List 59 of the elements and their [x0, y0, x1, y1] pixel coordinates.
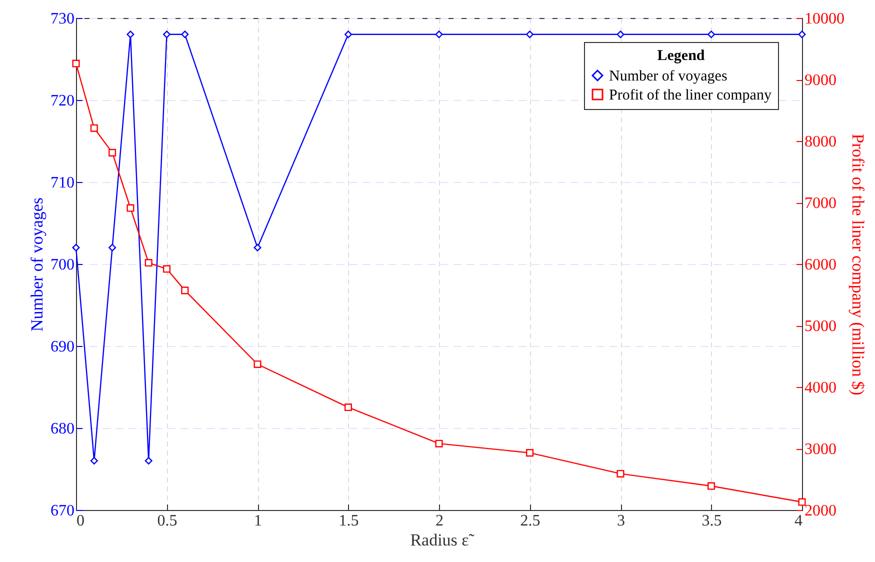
point — [162, 265, 171, 273]
y2-tick-label: 5000 — [804, 318, 836, 335]
y-tick-label: 670 — [50, 502, 74, 520]
x-axis-title: Radius ε̃ — [410, 530, 475, 550]
y2-tick-label: 3000 — [804, 441, 836, 458]
y-axis-title: Number of voyages — [28, 197, 46, 332]
y2-tick-label: 2000 — [804, 502, 836, 520]
point — [707, 30, 716, 38]
y-tick-label: 680 — [50, 420, 74, 438]
point — [108, 148, 116, 156]
point — [254, 360, 262, 368]
legend-label: Profit of the liner company — [609, 88, 772, 104]
legend-label: Number of voyages — [609, 68, 728, 84]
y2-tick-label: 8000 — [804, 134, 836, 150]
x-tick-label: 2 — [436, 512, 444, 530]
point — [90, 124, 98, 132]
legend-title: Legend — [657, 48, 706, 64]
x-tick-label: 4 — [794, 512, 802, 530]
y-tick-label: 700 — [50, 256, 74, 274]
point — [616, 30, 624, 38]
point — [254, 244, 262, 252]
point — [90, 457, 98, 465]
x-tick-label: 1 — [254, 512, 262, 530]
point — [181, 286, 189, 294]
point — [526, 30, 534, 38]
point — [72, 244, 80, 252]
point — [344, 404, 352, 412]
y2-axis-title: Profit of the liner company (million $) — [848, 134, 868, 396]
point — [108, 244, 116, 252]
point — [435, 30, 443, 38]
point — [798, 30, 806, 38]
point — [144, 457, 152, 465]
x-tick-label: 0 — [76, 512, 84, 530]
point — [181, 30, 189, 38]
x-tick-label: 1.5 — [338, 512, 359, 530]
x-tick-label: 2.5 — [520, 512, 540, 530]
point — [435, 440, 443, 448]
y-tick-label: 720 — [50, 92, 74, 110]
y-tick-label: 730 — [50, 10, 74, 28]
y2-tick-label: 10000 — [804, 10, 844, 28]
y2-tick-label: 9000 — [804, 72, 836, 89]
y-tick-label: 690 — [50, 338, 74, 356]
y-tick-label: 710 — [50, 174, 74, 192]
y2-tick-label: 6000 — [804, 256, 836, 274]
x-tick-label: 3.5 — [702, 512, 722, 530]
point — [162, 30, 171, 38]
y2-tick-label: 4000 — [804, 380, 836, 396]
point — [144, 259, 152, 267]
point — [344, 30, 352, 38]
x-tick-label: 3 — [617, 512, 625, 530]
point — [72, 60, 80, 68]
point — [707, 482, 716, 490]
point — [798, 498, 806, 506]
point — [126, 30, 134, 38]
point — [126, 204, 134, 212]
point — [616, 470, 624, 478]
point — [526, 449, 534, 457]
x-tick-label: 0.5 — [157, 512, 178, 530]
y2-tick-label: 7000 — [804, 195, 836, 212]
